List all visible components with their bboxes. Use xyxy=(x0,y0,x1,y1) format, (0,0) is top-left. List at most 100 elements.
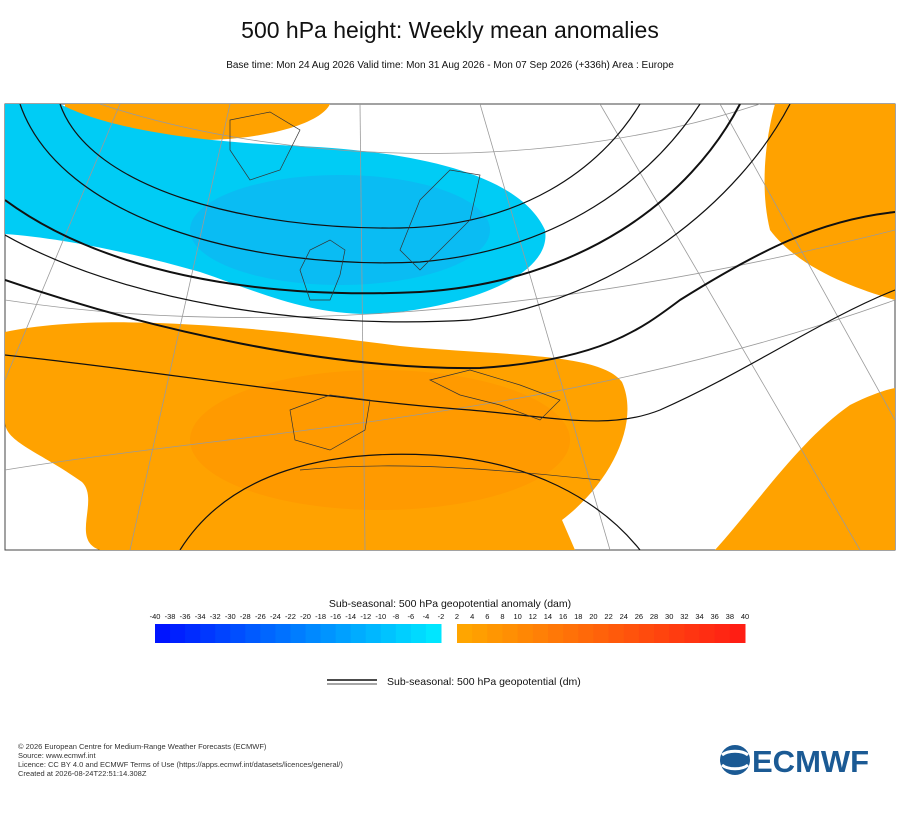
positive-anomaly-core xyxy=(190,370,570,510)
colorbar-segment xyxy=(155,624,171,643)
footer-line: © 2026 European Centre for Medium-Range … xyxy=(18,742,267,751)
logo: ECMWF xyxy=(720,744,869,779)
colorbar-segment xyxy=(563,624,579,643)
colorbar-segment xyxy=(532,624,549,643)
colorbar-segment xyxy=(335,624,352,643)
colorbar-tick-label: 4 xyxy=(470,612,474,621)
subtitle: Base time: Mon 24 Aug 2026 Valid time: M… xyxy=(226,60,674,71)
colorbar-segment xyxy=(578,624,594,643)
colorbar-segment xyxy=(699,624,716,643)
footer-line: Created at 2026-08-24T22:51:14.308Z xyxy=(18,769,147,778)
colorbar-segment xyxy=(365,624,382,643)
legend-label: Sub-seasonal: 500 hPa geopotential (dm) xyxy=(387,676,581,688)
colorbar-tick-label: 8 xyxy=(500,612,504,621)
colorbar-tick-label: 38 xyxy=(726,612,734,621)
colorbar-tick-label: -38 xyxy=(165,612,176,621)
colorbar-segment xyxy=(350,624,367,643)
colorbar-segment xyxy=(517,624,534,643)
colorbar-segment xyxy=(395,624,412,643)
colorbar-tick-label: -22 xyxy=(285,612,296,621)
colorbar-segment xyxy=(170,624,186,643)
colorbar-tick-label: 26 xyxy=(635,612,643,621)
colorbar-segment xyxy=(654,624,670,643)
colorbar-tick-label: 32 xyxy=(680,612,688,621)
colorbar-tick-label: 16 xyxy=(559,612,567,621)
colorbar-segment xyxy=(487,624,503,643)
colorbar-segment xyxy=(472,624,488,643)
colorbar-segment xyxy=(729,624,746,643)
colorbar-tick-label: 28 xyxy=(650,612,658,621)
colorbar-tick-label: -8 xyxy=(393,612,400,621)
colorbar-segment xyxy=(230,624,246,643)
colorbar-segment xyxy=(305,624,322,643)
colorbar-segment xyxy=(593,624,610,643)
coastlines xyxy=(229,111,601,481)
graticule xyxy=(5,104,895,550)
colorbar: -40 -38 -36 -34 -32 -30 -28 -26 -24 -22 -20 -18 -16-… xyxy=(150,612,749,643)
height-contours xyxy=(5,104,895,550)
colorbar-tick-label: -18 xyxy=(315,612,326,621)
colorbar-tick-label: 40 xyxy=(741,612,749,621)
colorbar-segment xyxy=(245,624,261,643)
colorbar-tick-label: -6 xyxy=(408,612,415,621)
colorbar-segment xyxy=(380,624,397,643)
colorbar-segment xyxy=(638,624,655,643)
colorbar-tick-label: -20 xyxy=(300,612,311,621)
colorbar-tick-label: -40 xyxy=(150,612,161,621)
colorbar-tick-label: 22 xyxy=(604,612,612,621)
colorbar-tick-label: 14 xyxy=(544,612,552,621)
colorbar-tick-label: 24 xyxy=(620,612,628,621)
colorbar-segment xyxy=(200,624,216,643)
colorbar-segment xyxy=(290,624,307,643)
colorbar-segment xyxy=(608,624,625,643)
colorbar-tick-label: -32 xyxy=(210,612,221,621)
colorbar-tick-label: 12 xyxy=(529,612,537,621)
colorbar-segment xyxy=(410,624,427,643)
positive-anomaly xyxy=(715,388,895,550)
logo-icon-waves xyxy=(721,749,749,771)
colorbar-tick-label: -2 xyxy=(438,612,445,621)
colorbar-tick-label: -36 xyxy=(180,612,191,621)
colorbar-tick-label: 34 xyxy=(695,612,703,621)
colorbar-segment xyxy=(547,624,564,643)
title: 500 hPa height: Weekly mean anomalies xyxy=(241,17,659,43)
colorbar-segment xyxy=(669,624,685,643)
colorbar-tick-label: -12 xyxy=(360,612,371,621)
colorbar-tick-label: 18 xyxy=(574,612,582,621)
footer-line: Licence: CC BY 4.0 and ECMWF Terms of Us… xyxy=(18,760,343,769)
colorbar-tick-label: 6 xyxy=(485,612,489,621)
colorbar-tick-label: -24 xyxy=(270,612,281,621)
colorbar-tick-label: -26 xyxy=(255,612,266,621)
colorbar-tick-label: 10 xyxy=(513,612,521,621)
colorbar-tick-label: 36 xyxy=(711,612,719,621)
negative-anomaly-core xyxy=(190,175,490,285)
colorbar-segment xyxy=(684,624,701,643)
positive-anomaly xyxy=(764,104,895,300)
colorbar-segment xyxy=(714,624,731,643)
colorbar-segment xyxy=(320,624,337,643)
footer-line: Source: www.ecmwf.int xyxy=(18,751,96,760)
colorbar-segment xyxy=(260,624,276,643)
colorbar-tick-label: -28 xyxy=(240,612,251,621)
colorbar-tick-label: -16 xyxy=(330,612,341,621)
colorbar-segment xyxy=(185,624,201,643)
colorbar-tick-label: 20 xyxy=(589,612,597,621)
colorbar-segment xyxy=(623,624,640,643)
colorbar-tick-label: -30 xyxy=(225,612,236,621)
colorbar-title: Sub-seasonal: 500 hPa geopotential anoma… xyxy=(329,598,571,610)
footer: © 2026 European Centre for Medium-Range … xyxy=(18,742,343,778)
colorbar-tick-label: -4 xyxy=(423,612,430,621)
colorbar-tick-label: -34 xyxy=(195,612,206,621)
colorbar-segment xyxy=(502,624,519,643)
colorbar-tick-label: -10 xyxy=(375,612,386,621)
colorbar-tick-label: 30 xyxy=(665,612,673,621)
logo-text: ECMWF xyxy=(752,744,869,779)
colorbar-segment xyxy=(457,624,473,643)
logo-icon xyxy=(720,745,750,775)
map xyxy=(4,103,896,551)
colorbar-tick-label: -14 xyxy=(345,612,356,621)
colorbar-segment xyxy=(215,624,231,643)
colorbar-segment xyxy=(425,624,442,643)
colorbar-tick-label: 2 xyxy=(455,612,459,621)
